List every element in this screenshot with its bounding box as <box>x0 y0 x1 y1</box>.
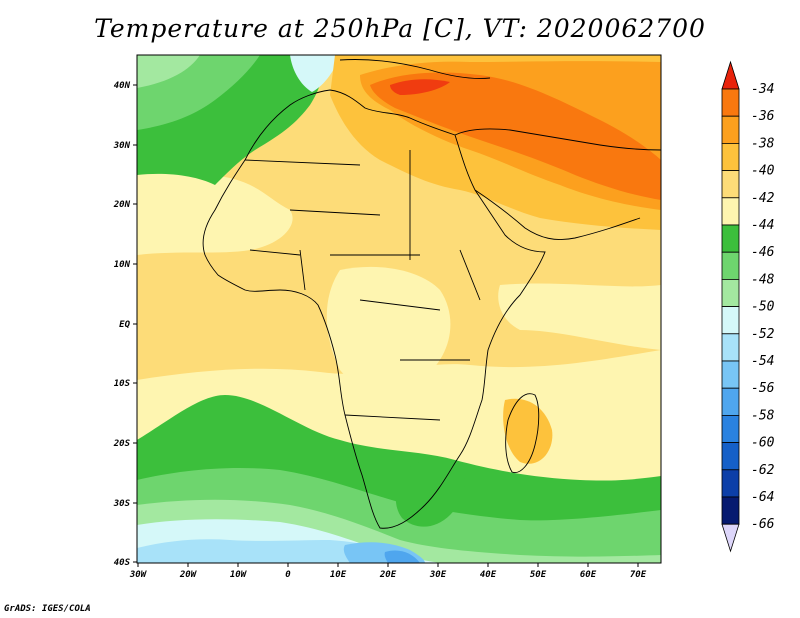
lat-label-10n: 10N <box>114 260 131 270</box>
colorbar-swatch <box>721 197 740 226</box>
colorbar-label: -40 <box>751 164 775 179</box>
lon-label-30w: 30W <box>129 570 148 580</box>
coastline-mediterranean <box>339 59 491 79</box>
lat-label-30n: 30N <box>113 141 131 151</box>
field-band-50-nw <box>137 55 200 88</box>
temperature-field <box>137 55 661 563</box>
colorbar-label: -54 <box>751 354 774 369</box>
field-band-34-ne <box>390 79 450 95</box>
lat-label-30s: 30S <box>113 499 131 509</box>
colorbar-label: -64 <box>751 490 774 505</box>
lon-label-20w: 20W <box>179 570 198 580</box>
coastline-madagascar <box>505 393 540 473</box>
lon-label-50e: 50E <box>530 570 547 580</box>
footer-credit: GrADS: IGES/COLA <box>4 604 91 614</box>
lat-label-20s: 20S <box>113 439 131 449</box>
colorbar-label: -50 <box>751 300 775 315</box>
map-frame <box>136 54 662 564</box>
field-band-40-sw-indian <box>503 398 553 464</box>
lon-label-10w: 10W <box>230 570 248 580</box>
lat-label-10s: 10S <box>114 379 131 389</box>
colorbar-label: -52 <box>751 327 775 342</box>
lon-label-20e: 20E <box>379 570 397 580</box>
lon-label-60e: 60E <box>580 570 597 580</box>
lon-label-10e: 10E <box>330 570 347 580</box>
colorbar-swatch <box>721 251 740 280</box>
lon-label-70e: 70E <box>630 570 647 580</box>
colorbar: -34 -36 -38 -40 -42 -44 -46 -48 -50 -52 -54 -56 -58 -… <box>721 60 775 553</box>
colorbar-label: -60 <box>751 436 775 451</box>
field-band-46-south-africa <box>395 458 466 527</box>
field-band-54-south <box>137 539 412 563</box>
colorbar-swatch <box>721 333 740 362</box>
colorbar-swatch <box>721 224 740 253</box>
coastline-arabia-north <box>454 128 661 151</box>
colorbar-label: -58 <box>751 408 775 423</box>
colorbar-label: -44 <box>751 218 774 233</box>
colorbar-swatch <box>721 414 740 443</box>
chart-title: Temperature at 250hPa [C], VT: 202006270… <box>94 14 706 43</box>
colorbar-label: -66 <box>751 517 775 532</box>
field-band-58-south <box>384 550 420 563</box>
colorbar-label: -34 <box>751 82 774 97</box>
lat-label-40s: 40S <box>114 558 131 568</box>
field-band-52-nw <box>290 55 340 92</box>
colorbar-bottom-arrow <box>721 523 740 553</box>
colorbar-label: -48 <box>751 272 775 287</box>
colorbar-swatch <box>721 360 740 389</box>
country-borders <box>244 150 481 421</box>
latitude-axis: 40N 30N 20N 10N EQ 10S 20S 30S 40S <box>113 81 137 568</box>
lon-label-0: 0 <box>285 570 291 580</box>
field-band-36-ne <box>370 72 661 200</box>
colorbar-swatch <box>721 88 740 117</box>
field-band-44-central <box>326 266 451 389</box>
colorbar-swatch <box>721 142 740 171</box>
lat-label-40n: 40N <box>114 81 131 91</box>
colorbar-swatch <box>721 115 740 144</box>
lon-label-40e: 40E <box>480 570 497 580</box>
field-band-44-east <box>498 283 661 350</box>
coastline-arabia-south <box>474 189 641 240</box>
colorbar-swatch <box>721 278 740 307</box>
lat-label-eq: EQ <box>119 320 130 330</box>
colorbar-top-arrow <box>721 60 740 90</box>
colorbar-swatch <box>721 387 740 416</box>
colorbar-label: -56 <box>751 381 775 396</box>
colorbar-swatch <box>721 306 740 335</box>
colorbar-label: -46 <box>751 245 775 260</box>
coastline-africa <box>202 89 546 529</box>
colorbar-swatch <box>721 469 740 498</box>
colorbar-swatch <box>721 442 740 471</box>
colorbar-swatch <box>721 496 740 525</box>
colorbar-label: -42 <box>751 191 775 206</box>
colorbar-label: -38 <box>751 136 775 151</box>
lon-label-30e: 30E <box>429 570 447 580</box>
coastlines <box>202 59 661 529</box>
colorbar-label: -36 <box>751 109 775 124</box>
longitude-axis: 30W 20W 10W 0 10E 20E 30E 40E 50E 60E 70… <box>129 563 647 580</box>
field-band-44-west <box>137 169 293 255</box>
lat-label-20n: 20N <box>113 200 131 210</box>
colorbar-swatch <box>721 170 740 199</box>
colorbar-label: -62 <box>751 463 775 478</box>
